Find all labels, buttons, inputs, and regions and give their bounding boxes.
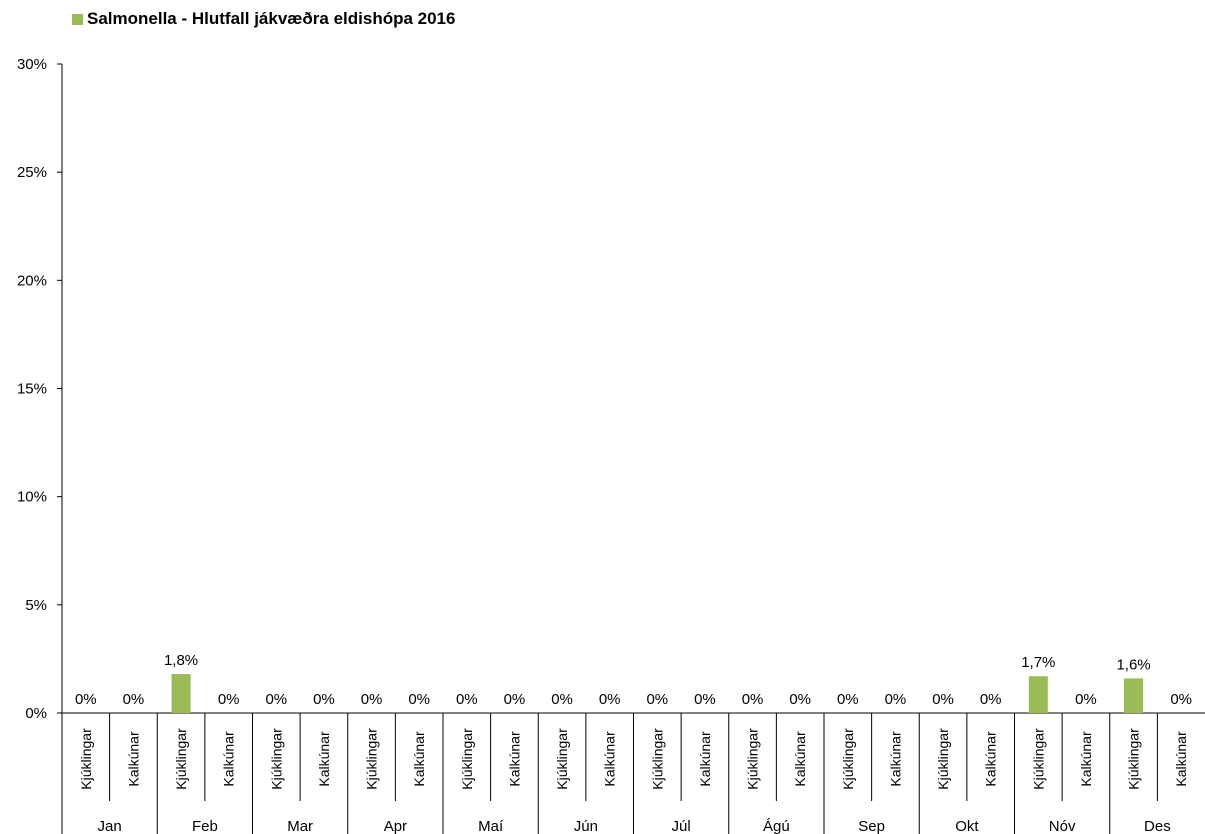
bar [1124,678,1144,713]
category-label: Kjúklingar [78,728,94,790]
month-label: Jan [98,818,122,834]
category-label: Kalkúnar [1078,731,1094,787]
month-label: Sep [858,818,885,834]
data-label: 0% [837,691,859,708]
legend-swatch [72,13,83,25]
data-label: 0% [1075,691,1097,708]
month-label: Feb [192,818,218,834]
category-label: Kalkúnar [506,731,522,787]
category-label: Kalkúnar [221,731,237,787]
category-label: Kjúklingar [268,728,284,790]
y-tick-label: 5% [25,597,47,614]
category-label: Kalkúnar [792,731,808,787]
y-tick-label: 0% [25,705,47,722]
bar [171,674,191,713]
data-label: 0% [932,691,954,708]
month-label: Mar [287,818,313,834]
category-label: Kjúklingar [364,728,380,790]
data-label: 0% [742,691,764,708]
category-label: Kjúklingar [935,728,951,790]
y-tick-label: 20% [17,272,47,289]
data-label: 1,8% [164,652,198,669]
data-label: 0% [694,691,716,708]
category-label: Kalkúnar [697,731,713,787]
data-label: 0% [123,691,145,708]
category-label: Kjúklingar [840,728,856,790]
data-label: 1,7% [1021,654,1055,671]
month-label: Maí [478,818,504,834]
category-label: Kalkúnar [411,731,427,787]
category-label: Kjúklingar [554,728,570,790]
category-label: Kalkúnar [1173,731,1189,787]
data-label: 0% [504,691,526,708]
month-label: Apr [384,818,407,834]
category-label: Kjúklingar [649,728,665,790]
data-label: 0% [313,691,335,708]
data-label: 0% [265,691,287,708]
data-label: 0% [599,691,621,708]
data-label: 0% [789,691,811,708]
category-label: Kjúklingar [745,728,761,790]
month-label: Júl [672,818,691,834]
data-label: 0% [75,691,97,708]
data-label: 0% [1170,691,1192,708]
month-label: Okt [955,818,979,834]
bar [1028,676,1048,713]
category-label: Kjúklingar [1126,728,1142,790]
category-label: Kalkúnar [887,731,903,787]
category-label: Kalkúnar [125,731,141,787]
data-label: 0% [456,691,478,708]
chart-legend: Salmonella - Hlutfall jákvæðra eldishópa… [72,9,455,29]
category-label: Kjúklingar [1030,728,1046,790]
month-label: Des [1144,818,1171,834]
data-label: 0% [408,691,430,708]
y-tick-label: 10% [17,489,47,506]
month-label: Jún [574,818,598,834]
data-label: 1,6% [1116,656,1150,673]
data-label: 0% [551,691,573,708]
category-label: Kalkúnar [316,731,332,787]
data-label: 0% [361,691,383,708]
category-label: Kjúklingar [173,728,189,790]
legend-label: Salmonella - Hlutfall jákvæðra eldishópa… [87,9,456,28]
month-label: Ágú [763,818,790,834]
category-label: Kalkúnar [602,731,618,787]
data-label: 0% [885,691,907,708]
data-label: 0% [980,691,1002,708]
y-tick-label: 15% [17,381,47,398]
category-label: Kjúklingar [459,728,475,790]
y-tick-label: 25% [17,164,47,181]
y-tick-label: 30% [17,56,47,73]
month-label: Nóv [1049,818,1076,834]
data-label: 0% [646,691,668,708]
data-label: 0% [218,691,240,708]
category-label: Kalkúnar [983,731,999,787]
